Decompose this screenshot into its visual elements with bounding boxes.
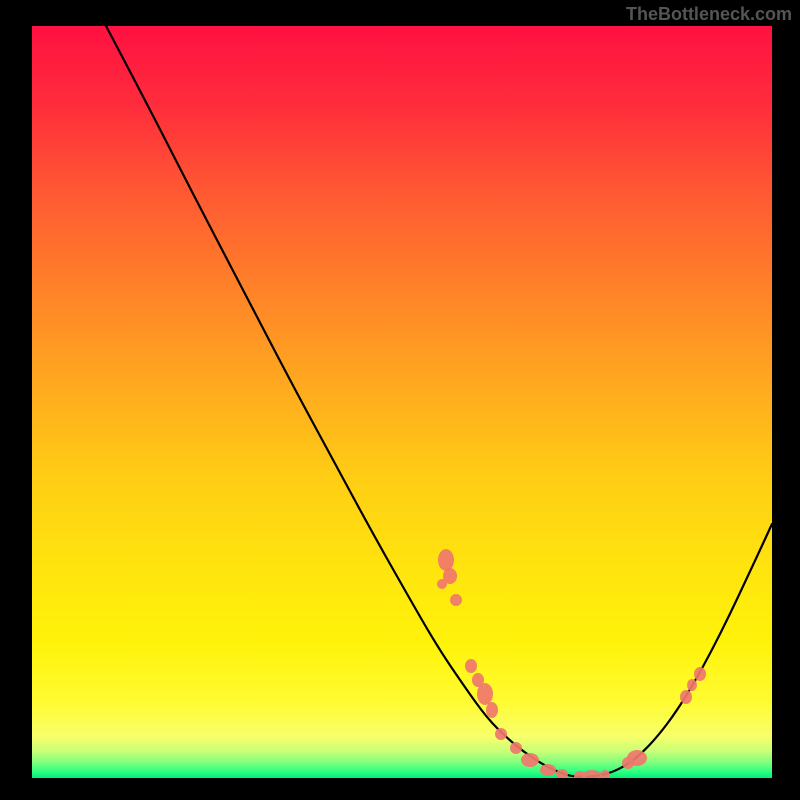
curve-marker bbox=[680, 690, 692, 704]
bottleneck-chart bbox=[32, 26, 772, 778]
curve-marker bbox=[687, 679, 697, 691]
gradient-bg bbox=[32, 26, 772, 778]
curve-marker bbox=[450, 594, 462, 606]
curve-marker bbox=[627, 750, 647, 766]
watermark-text: TheBottleneck.com bbox=[626, 4, 792, 25]
curve-marker bbox=[495, 728, 507, 740]
curve-marker bbox=[477, 683, 493, 705]
curve-marker bbox=[486, 702, 498, 718]
curve-marker bbox=[438, 549, 454, 571]
curve-marker bbox=[437, 579, 447, 589]
curve-marker bbox=[465, 659, 477, 673]
curve-marker bbox=[521, 753, 539, 767]
curve-marker bbox=[510, 742, 522, 754]
chart-svg bbox=[32, 26, 772, 778]
curve-marker bbox=[540, 764, 556, 776]
curve-marker bbox=[694, 667, 706, 681]
